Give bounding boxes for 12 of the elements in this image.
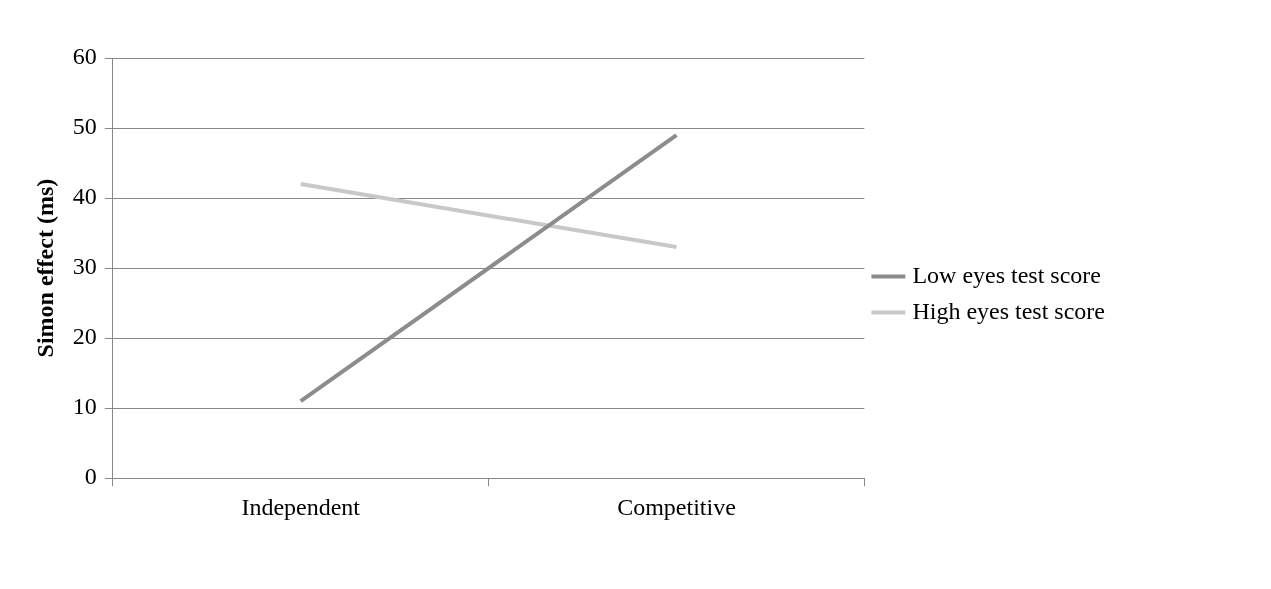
legend-label: Low eyes test score <box>912 261 1101 288</box>
y-tick-label: 20 <box>72 323 97 350</box>
x-tick-label: Competitive <box>617 493 736 520</box>
y-tick-label: 0 <box>84 463 97 490</box>
y-tick-label: 30 <box>72 253 97 280</box>
legend-label: High eyes test score <box>912 297 1105 324</box>
y-tick-label: 50 <box>72 113 97 140</box>
y-tick-label: 60 <box>72 43 97 70</box>
y-tick-label: 10 <box>72 393 97 420</box>
y-axis-title: Simon effect (ms) <box>31 178 58 358</box>
x-tick-label: Independent <box>241 493 361 520</box>
y-tick-label: 40 <box>72 183 97 210</box>
